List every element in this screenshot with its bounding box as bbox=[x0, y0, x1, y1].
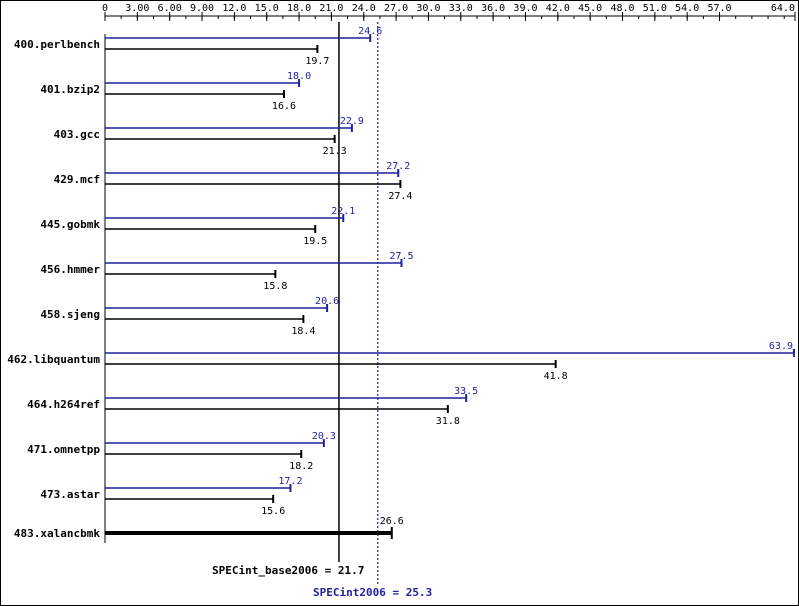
category-label: 471.omnetpp bbox=[27, 443, 100, 456]
base-value-label: 15.8 bbox=[263, 281, 287, 292]
x-tick-label: 36.0 bbox=[481, 3, 505, 14]
peak-value-label: 33.5 bbox=[454, 386, 478, 397]
category-label: 458.sjeng bbox=[40, 308, 100, 321]
peak-value-label: 17.2 bbox=[278, 476, 302, 487]
x-tick-label: 12.0 bbox=[222, 3, 246, 14]
peak-value-label: 20.6 bbox=[315, 296, 339, 307]
base-value-label: 26.6 bbox=[380, 516, 404, 527]
x-axis: 0 3.00 6.00 9.00 12.0 15.0 18.0 21.0 24.0 27.0 30.… bbox=[102, 3, 796, 543]
x-tick-label: 57.0 bbox=[707, 3, 731, 14]
base-value-label: 21.3 bbox=[323, 146, 347, 157]
x-tick-label: 3.00 bbox=[125, 3, 149, 14]
x-tick-label: 24.0 bbox=[352, 3, 376, 14]
peak-value-label: 18.0 bbox=[287, 71, 311, 82]
x-tick-label: 45.0 bbox=[578, 3, 602, 14]
base-value-label: 18.2 bbox=[289, 461, 313, 472]
category-label: 456.hmmer bbox=[40, 263, 100, 276]
x-tick-label: 21.0 bbox=[319, 3, 343, 14]
summary-base-label: SPECint_base2006 = 21.7 bbox=[212, 564, 364, 577]
category-label: 403.gcc bbox=[54, 128, 100, 141]
base-value-label: 18.4 bbox=[291, 326, 315, 337]
base-value-label: 15.6 bbox=[261, 506, 285, 517]
summary-peak-label: SPECint2006 = 25.3 bbox=[313, 586, 432, 599]
x-tick-label: 48.0 bbox=[610, 3, 634, 14]
x-tick-label: 64.0 bbox=[771, 3, 795, 14]
x-tick-label: 30.0 bbox=[416, 3, 440, 14]
x-tick-label: 42.0 bbox=[546, 3, 570, 14]
peak-value-label: 27.2 bbox=[386, 161, 410, 172]
peak-value-label: 63.9 bbox=[769, 341, 793, 352]
reference-lines bbox=[338, 22, 379, 584]
base-value-label: 19.5 bbox=[303, 236, 327, 247]
x-tick-label: 9.00 bbox=[190, 3, 214, 14]
base-value-label: 27.4 bbox=[388, 191, 412, 202]
category-label: 429.mcf bbox=[54, 173, 100, 186]
category-label: 445.gobmk bbox=[40, 218, 100, 231]
x-tick-label: 51.0 bbox=[643, 3, 667, 14]
category-label: 473.astar bbox=[40, 488, 100, 501]
x-tick-label: 6.00 bbox=[158, 3, 182, 14]
peak-value-label: 20.3 bbox=[312, 431, 336, 442]
base-value-label: 16.6 bbox=[272, 101, 296, 112]
x-tick-label: 33.0 bbox=[449, 3, 473, 14]
base-value-label: 31.8 bbox=[436, 416, 460, 427]
labels: 400.perlbench 24.6 19.7 401.bzip2 18.0 16.6 40… bbox=[7, 26, 793, 540]
x-tick-label: 27.0 bbox=[384, 3, 408, 14]
base-value-label: 19.7 bbox=[305, 56, 329, 67]
peak-value-label: 27.5 bbox=[389, 251, 413, 262]
peak-value-label: 24.6 bbox=[358, 26, 382, 37]
peak-value-label: 22.9 bbox=[340, 116, 364, 127]
category-label: 464.h264ref bbox=[27, 398, 100, 411]
bars bbox=[105, 34, 795, 539]
x-tick-label: 18.0 bbox=[287, 3, 311, 14]
base-value-label: 41.8 bbox=[544, 371, 568, 382]
category-label: 400.perlbench bbox=[14, 38, 100, 51]
x-tick-label: 15.0 bbox=[255, 3, 279, 14]
category-label: 401.bzip2 bbox=[40, 83, 100, 96]
x-tick-label: 0 bbox=[102, 3, 108, 14]
category-label: 483.xalancbmk bbox=[14, 527, 100, 540]
category-label: 462.libquantum bbox=[7, 353, 100, 366]
x-tick-label: 54.0 bbox=[675, 3, 699, 14]
peak-value-label: 22.1 bbox=[331, 206, 355, 217]
x-tick-label: 39.0 bbox=[513, 3, 537, 14]
